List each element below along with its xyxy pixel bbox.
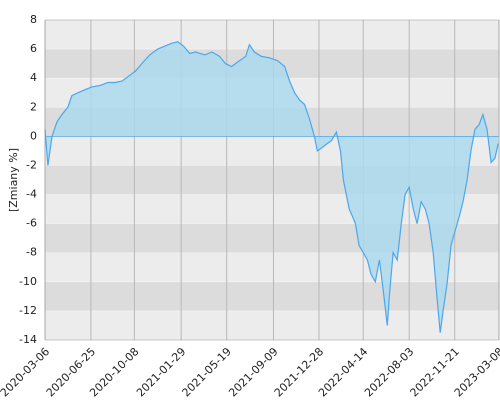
y-tick-label: 2 <box>30 100 37 113</box>
y-tick-label: -2 <box>26 158 37 171</box>
y-tick-label: 0 <box>30 129 37 142</box>
plot-border <box>44 19 500 341</box>
y-tick-label: 8 <box>30 13 37 26</box>
y-tick-label: -14 <box>19 333 37 346</box>
y-tick-label: -6 <box>26 217 37 230</box>
x-tick-label: 2021-05-19 <box>180 345 234 399</box>
y-tick-label: 4 <box>30 71 37 84</box>
y-tick-label: -12 <box>19 304 37 317</box>
grid-band <box>45 223 499 253</box>
y-tick-label: -8 <box>26 246 37 259</box>
y-tick-label: 6 <box>30 42 37 55</box>
y-tick-label: -10 <box>19 275 37 288</box>
y-tick-label: -4 <box>26 188 37 201</box>
y-axis-label: [Zmiany %] <box>7 148 20 212</box>
data-line <box>44 41 499 333</box>
area-fill <box>45 41 499 333</box>
grid-band <box>45 281 499 311</box>
